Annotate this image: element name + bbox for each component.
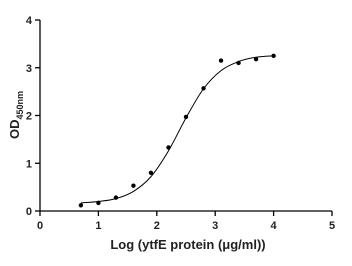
data-point <box>78 203 84 208</box>
y-tick-label: 1 <box>26 158 32 170</box>
y-tick-label: 4 <box>26 15 33 27</box>
y-tick-label: 3 <box>26 63 32 75</box>
x-tick-label: 5 <box>329 220 335 232</box>
data-point <box>148 170 154 175</box>
fit-curve <box>80 55 274 204</box>
y-axis-label: OD450nm <box>7 91 25 139</box>
y-axis-label-sub: 450nm <box>15 91 25 120</box>
x-tick-label: 2 <box>154 220 160 232</box>
y-axis-label-main: OD <box>7 120 22 140</box>
data-point <box>218 58 224 63</box>
data-point <box>131 183 136 188</box>
x-tick-label: 4 <box>271 220 278 232</box>
x-tick-label: 0 <box>37 220 43 232</box>
x-axis-label: Log (ytfE protein (μg/ml)) <box>110 237 265 252</box>
y-tick-label: 2 <box>26 111 32 123</box>
x-tick-label: 1 <box>95 220 101 232</box>
x-tick-label: 3 <box>212 220 218 232</box>
data-point <box>253 56 259 62</box>
y-tick-label: 0 <box>26 206 32 218</box>
